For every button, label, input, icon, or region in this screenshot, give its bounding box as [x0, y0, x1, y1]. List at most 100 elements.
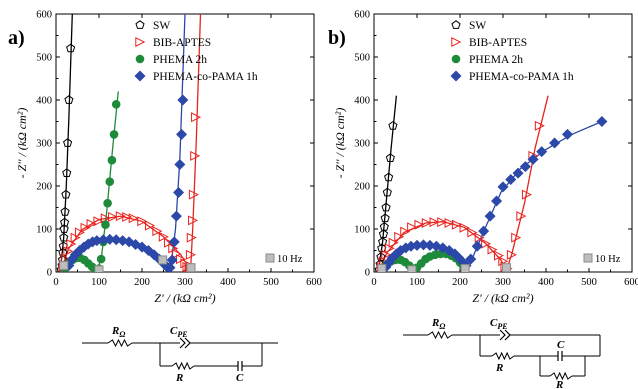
- x-tick-label: 0: [371, 277, 376, 288]
- data-point-triangle-right: [108, 211, 119, 222]
- data-point-diamond: [465, 253, 477, 265]
- legend-label: BIB-APTES: [469, 37, 527, 49]
- data-point-diamond: [478, 225, 490, 237]
- y-axis-label: - Z'' / (kΩ cm²): [333, 108, 347, 179]
- data-point-triangle-right: [467, 227, 478, 238]
- data-point-circle: [111, 100, 121, 109]
- data-point-diamond: [596, 115, 608, 128]
- data-point-triangle-right: [429, 217, 440, 228]
- data-point-triangle-right: [86, 218, 97, 229]
- data-point-pentagon: [60, 206, 70, 216]
- x-tick-label: 0: [53, 277, 58, 288]
- data-point-diamond: [110, 234, 122, 246]
- x-tick-label: 500: [263, 277, 279, 288]
- circuit-label-r-omega: RΩ: [111, 325, 125, 339]
- data-point-triangle-right: [516, 211, 527, 222]
- y-tick-label: 500: [354, 53, 370, 64]
- x-tick-label: 600: [306, 277, 322, 288]
- x-axis-label: Z' / (kΩ cm²): [154, 291, 215, 305]
- data-point-triangle-right: [451, 219, 462, 230]
- legend-marker-triangle-right: [451, 36, 462, 48]
- plot-frame: [373, 13, 633, 273]
- y-tick-label: 0: [47, 268, 52, 279]
- data-point-diamond: [148, 249, 160, 261]
- resistor-r-omega: [107, 338, 133, 348]
- legend-label: PHEMA 2h: [469, 54, 523, 66]
- frequency-marker: [59, 261, 69, 271]
- legend-marker-diamond: [450, 70, 462, 82]
- panel-a: 0 100 200 300 400 500 600 0 100 200 300 400 500 600 Z'…: [8, 10, 322, 306]
- y-tick-label: 400: [36, 96, 52, 107]
- data-point-diamond: [430, 240, 442, 252]
- data-point-diamond: [174, 158, 186, 171]
- data-point-diamond: [164, 262, 176, 272]
- circuit-label-cpe: CPE: [170, 325, 188, 339]
- data-point-pentagon: [379, 222, 389, 231]
- panel-label: b): [328, 27, 346, 49]
- data-point-pentagon: [60, 217, 70, 227]
- frequency-marker: [94, 265, 104, 272]
- data-point-diamond: [173, 186, 185, 198]
- circuit-label-c: C: [236, 372, 244, 384]
- data-point-triangle-right: [407, 222, 418, 233]
- data-point-diamond: [123, 236, 135, 248]
- legend-marker-pentagon: [135, 20, 145, 29]
- data-point-diamond: [505, 174, 517, 186]
- resistor-r2: [549, 371, 573, 381]
- plot-frame: [55, 13, 315, 273]
- data-point-diamond: [117, 235, 129, 247]
- x-tick-label: 300: [495, 277, 511, 288]
- data-point-triangle-right: [394, 231, 405, 242]
- data-point-triangle-right: [115, 211, 126, 222]
- fit-line-diamond: [379, 120, 605, 272]
- frequency-marker: [460, 264, 470, 272]
- data-point-pentagon: [66, 43, 76, 53]
- data-point-triangle-right: [137, 216, 148, 227]
- data-point-diamond: [561, 128, 574, 140]
- data-point-diamond: [484, 210, 496, 222]
- data-point-triangle-right: [521, 189, 532, 200]
- y-axis-label: - Z'' / (kΩ cm²): [15, 108, 29, 179]
- x-tick-label: 400: [220, 277, 236, 288]
- data-point-triangle-right: [188, 189, 199, 200]
- data-point-triangle-right: [74, 227, 85, 238]
- x-tick-label: 300: [177, 277, 193, 288]
- x-tick-label: 600: [624, 277, 638, 288]
- y-tick-label: 500: [36, 53, 52, 64]
- data-point-circle: [107, 155, 117, 165]
- data-point-circle: [101, 220, 110, 229]
- y-tick-label: 600: [354, 10, 370, 21]
- circuit-label-cpe: CPE: [490, 317, 508, 331]
- data-point-diamond: [130, 238, 142, 250]
- frequency-legend-marker: [265, 253, 275, 263]
- data-point-triangle-right: [100, 213, 111, 224]
- panel-b: 0 100 200 300 400 500 600 0 100 200 300 400 500 600 Z'…: [328, 10, 638, 306]
- legend-label: BIB-APTES: [153, 37, 211, 49]
- data-point-pentagon: [59, 232, 69, 242]
- data-point-diamond: [166, 254, 178, 266]
- data-point-triangle-right: [190, 150, 201, 161]
- data-point-pentagon: [64, 95, 74, 104]
- y-tick-label: 200: [36, 182, 52, 193]
- data-point-pentagon: [63, 138, 73, 147]
- legend-marker-diamond: [134, 70, 146, 82]
- data-point-pentagon: [382, 187, 392, 197]
- data-point-pentagon: [59, 224, 69, 233]
- data-point-triangle-right: [122, 211, 133, 222]
- data-point-pentagon: [385, 153, 395, 162]
- legend-marker-triangle-right: [135, 36, 146, 48]
- data-point-diamond: [177, 94, 189, 106]
- panel-label: a): [8, 27, 25, 49]
- data-point-triangle-right: [444, 217, 455, 228]
- legend-label: SW: [153, 20, 170, 32]
- circuit-diagram-a: RΩ CPE R C: [82, 325, 278, 384]
- frequency-marker: [407, 265, 417, 272]
- circuit-label-r: R: [495, 362, 503, 374]
- data-point-diamond: [424, 239, 436, 251]
- circuit-label-r: R: [175, 372, 183, 384]
- data-point-triangle-right: [128, 213, 139, 224]
- circuit-label-c: C: [557, 339, 565, 351]
- data-point-triangle-right: [421, 217, 432, 228]
- y-tick-label: 0: [365, 268, 370, 279]
